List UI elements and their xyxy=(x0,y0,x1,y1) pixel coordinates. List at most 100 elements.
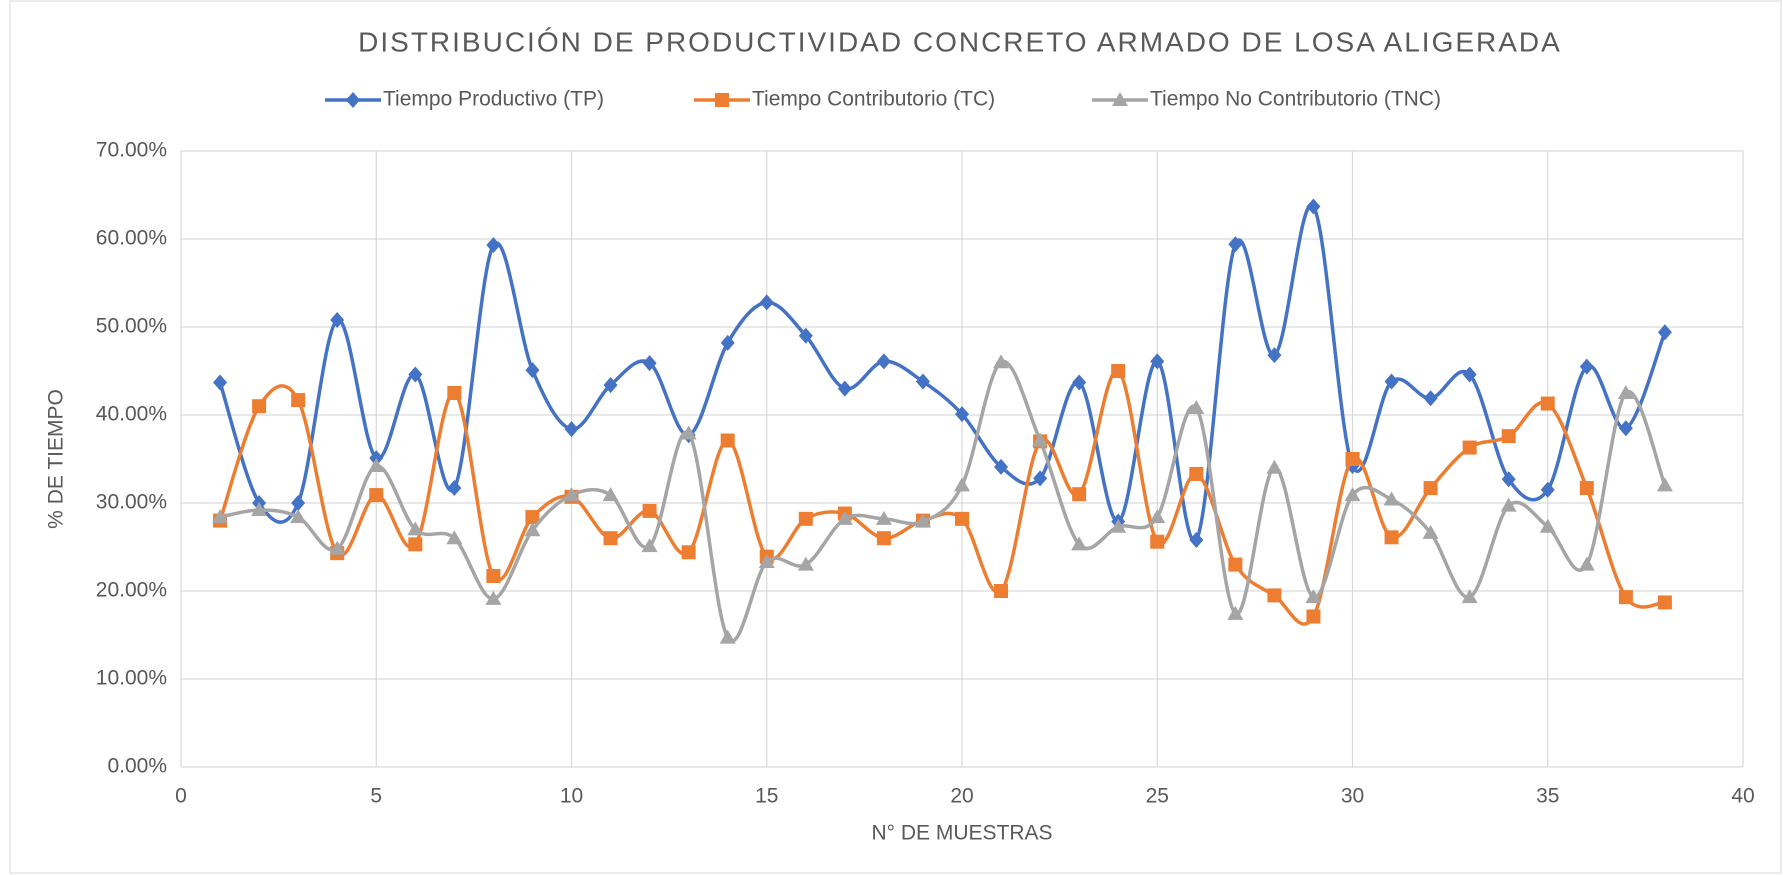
marker xyxy=(994,584,1009,598)
marker xyxy=(1033,470,1048,487)
marker xyxy=(252,399,267,414)
marker xyxy=(1384,373,1399,390)
legend-item: Tiempo Contributorio (TC) xyxy=(694,88,995,111)
x-tick-label: 15 xyxy=(755,785,778,808)
marker xyxy=(603,531,618,546)
marker xyxy=(1305,589,1322,604)
marker xyxy=(485,590,502,605)
marker xyxy=(1150,353,1165,370)
marker xyxy=(408,366,423,383)
marker xyxy=(563,487,580,502)
marker xyxy=(1423,481,1438,496)
marker xyxy=(1618,590,1633,605)
marker xyxy=(1384,530,1399,545)
x-tick-label: 5 xyxy=(370,785,382,808)
marker xyxy=(1501,471,1516,488)
marker xyxy=(602,487,619,502)
marker xyxy=(368,458,385,473)
marker xyxy=(994,458,1009,475)
y-tick-label: 40.00% xyxy=(96,403,167,426)
marker xyxy=(330,311,345,328)
marker xyxy=(1539,518,1556,533)
marker xyxy=(407,521,424,536)
marker xyxy=(955,511,969,526)
x-axis-label: N° DE MUESTRAS xyxy=(871,822,1052,845)
marker xyxy=(447,386,462,400)
marker xyxy=(291,495,306,511)
marker xyxy=(1618,420,1633,437)
marker xyxy=(1267,588,1282,603)
marker xyxy=(993,354,1010,369)
x-tick-label: 0 xyxy=(175,785,187,808)
marker xyxy=(486,237,501,254)
marker xyxy=(1267,347,1282,364)
marker xyxy=(213,374,228,391)
marker xyxy=(1657,595,1672,610)
x-tick-label: 30 xyxy=(1341,785,1364,808)
marker xyxy=(876,353,891,370)
marker xyxy=(836,510,853,525)
marker xyxy=(1501,429,1516,444)
marker xyxy=(1422,524,1439,539)
series xyxy=(213,198,1672,548)
marker xyxy=(758,553,775,568)
marker xyxy=(1383,491,1400,506)
marker xyxy=(1032,432,1049,447)
marker xyxy=(525,510,540,525)
marker xyxy=(1657,324,1672,341)
marker xyxy=(1461,589,1478,604)
marker xyxy=(1228,236,1243,253)
legend-label: Tiempo Contributorio (TC) xyxy=(752,88,995,111)
marker xyxy=(1189,466,1204,481)
x-tick-label: 20 xyxy=(950,785,973,808)
marker xyxy=(1150,534,1165,549)
y-tick-label: 0.00% xyxy=(107,755,167,778)
marker xyxy=(719,629,736,644)
legend-item: Tiempo Productivo (TP) xyxy=(325,88,604,111)
marker xyxy=(446,530,463,545)
marker xyxy=(408,537,423,552)
marker xyxy=(1462,366,1477,383)
y-tick-label: 60.00% xyxy=(96,227,167,250)
marker xyxy=(1462,440,1477,455)
marker xyxy=(642,503,657,518)
marker xyxy=(1071,536,1088,551)
marker xyxy=(1072,487,1087,502)
marker xyxy=(1617,385,1634,399)
marker xyxy=(876,531,891,546)
marker xyxy=(564,421,579,438)
marker xyxy=(1579,481,1594,496)
marker xyxy=(1189,531,1204,548)
marker xyxy=(720,334,735,351)
marker xyxy=(290,509,307,524)
legend-label: Tiempo No Contributorio (TNC) xyxy=(1150,88,1441,111)
marker xyxy=(1228,557,1243,572)
series xyxy=(212,354,1673,644)
y-tick-label: 50.00% xyxy=(96,315,167,338)
marker xyxy=(1110,518,1127,533)
marker xyxy=(525,362,540,379)
marker xyxy=(1579,358,1594,375)
marker xyxy=(1540,481,1555,498)
marker xyxy=(954,477,970,492)
marker xyxy=(955,406,969,423)
marker xyxy=(369,488,384,503)
marker xyxy=(915,373,930,390)
marker xyxy=(447,480,462,497)
marker xyxy=(681,545,696,560)
marker xyxy=(486,569,501,584)
marker xyxy=(798,511,813,526)
marker xyxy=(641,538,658,553)
chart-border xyxy=(9,0,1782,874)
chart-title: DISTRIBUCIÓN DE PRODUCTIVIDAD CONCRETO A… xyxy=(358,26,1562,57)
legend-item: Tiempo No Contributorio (TNC) xyxy=(1092,88,1441,111)
y-axis-label: % DE TIEMPO xyxy=(45,389,68,529)
marker xyxy=(1306,198,1321,215)
x-tick-label: 25 xyxy=(1146,785,1169,808)
marker xyxy=(837,380,852,397)
marker xyxy=(1112,92,1128,106)
marker xyxy=(603,377,618,394)
y-tick-label: 30.00% xyxy=(96,491,167,514)
marker xyxy=(1656,477,1673,492)
marker xyxy=(251,502,268,517)
